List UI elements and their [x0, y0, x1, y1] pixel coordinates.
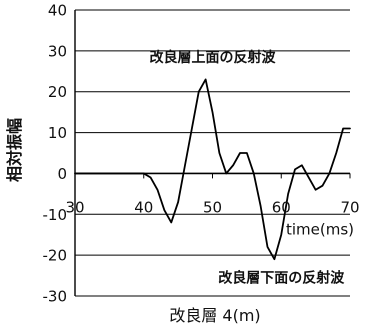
y-tick-label: -30 — [43, 288, 68, 306]
x-tick-label: 70 — [340, 198, 359, 216]
annotation-lower-reflection: 改良層下面の反射波 — [218, 270, 345, 287]
x-tick-label: 40 — [134, 198, 153, 216]
series-layer — [74, 78, 351, 261]
y-tick-label: 40 — [48, 2, 67, 20]
y-tick-label: 30 — [48, 42, 67, 60]
annotation-upper-reflection: 改良層上面の反射波 — [150, 49, 277, 66]
y-axis-label: 相対振幅 — [5, 118, 24, 182]
chart-caption: 改良層 4(m) — [169, 306, 260, 325]
x-axis-label: time(ms) — [286, 220, 354, 238]
x-tick-label: 50 — [203, 198, 222, 216]
y-tick-label: 20 — [48, 83, 67, 101]
series-line — [74, 78, 351, 261]
y-tick-label: 0 — [57, 165, 67, 183]
y-tick-label: -20 — [43, 247, 68, 265]
y-tick-label: -10 — [43, 206, 68, 224]
x-tick-label: 60 — [272, 198, 291, 216]
y-tick-label: 10 — [48, 124, 67, 142]
tick-labels: 40 30 20 10 0 -10 -20 -30 30 40 50 60 70 — [43, 2, 360, 306]
x-tick-label: 30 — [65, 198, 84, 216]
